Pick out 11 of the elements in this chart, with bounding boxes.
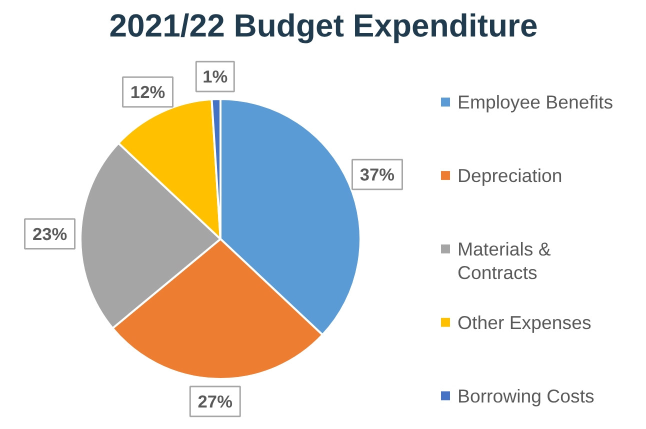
legend-label: Employee Benefits xyxy=(458,92,614,113)
data-label: 37% xyxy=(360,164,395,184)
legend-label: Depreciation xyxy=(458,165,562,186)
legend-label: Materials & Contracts xyxy=(458,238,552,284)
legend-label: Other Expenses xyxy=(458,312,592,333)
data-label: 12% xyxy=(130,82,166,102)
data-label: 27% xyxy=(198,391,232,412)
legend-label: Borrowing Costs xyxy=(458,385,594,406)
data-label: 1% xyxy=(202,66,228,87)
data-label: 23% xyxy=(32,224,68,244)
chart-title: 2021/22 Budget Expenditure xyxy=(109,8,538,44)
